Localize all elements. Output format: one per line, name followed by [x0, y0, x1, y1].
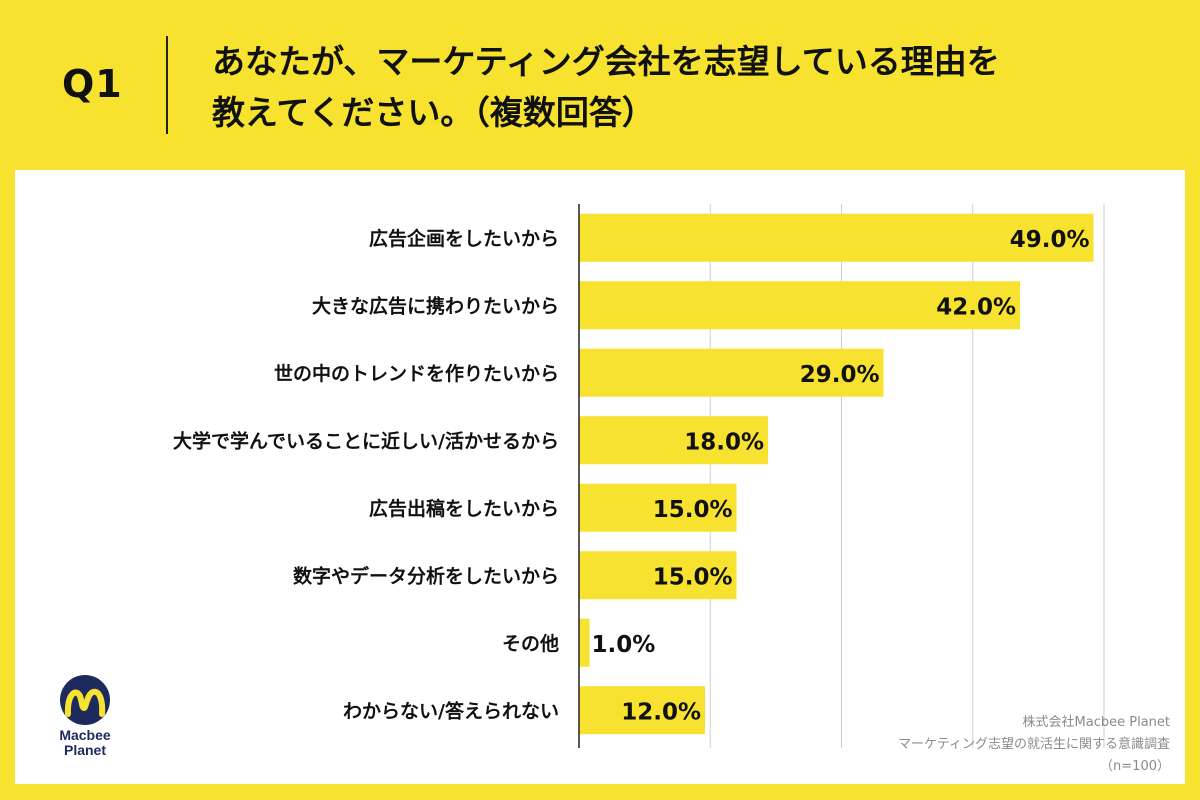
- bar-chart: 広告企画をしたいから 49.0% 大きな広告に携わりたいから 42.0% 世の中のトレン…: [173, 204, 1105, 748]
- data-label: 1.0%: [592, 632, 656, 658]
- category-label: 大きな広告に携わりたいから: [312, 294, 559, 317]
- macbee-planet-logo: Macbee Planet: [40, 672, 130, 772]
- source-survey: マーケティング志望の就活生に関する意識調査: [898, 737, 1170, 752]
- data-label: 15.0%: [653, 564, 733, 590]
- bar: [579, 348, 884, 397]
- category-label: 広告企画をしたいから: [369, 227, 559, 250]
- category-label: その他: [502, 632, 559, 655]
- logo-text-line2: Planet: [63, 742, 106, 758]
- bar: [579, 416, 768, 465]
- logo-text: Macbee Planet: [40, 728, 130, 758]
- bar: [579, 618, 590, 667]
- data-label: 15.0%: [653, 497, 733, 523]
- bar: [579, 281, 1020, 330]
- data-label: 49.0%: [1010, 227, 1090, 253]
- bar: [579, 483, 737, 532]
- data-label: 18.0%: [684, 429, 764, 455]
- category-label: わからない/答えられない: [343, 699, 559, 722]
- category-label: 数字やデータ分析をしたいから: [293, 564, 559, 587]
- category-label: 世の中のトレンドを作りたいから: [274, 362, 559, 385]
- header: Q1 あなたが、マーケティング会社を志望している理由を 教えてください。（複数回…: [0, 0, 1200, 168]
- bar: [579, 551, 737, 600]
- question-title-line1: あなたが、マーケティング会社を志望している理由を: [212, 42, 1000, 81]
- data-label: 42.0%: [936, 294, 1016, 320]
- question-number: Q1: [62, 62, 123, 106]
- source-note: 株式会社Macbee Planet マーケティング志望の就活生に関する意識調査 …: [898, 712, 1170, 778]
- bar: [579, 213, 1094, 262]
- source-sample: （n=100）: [1100, 759, 1170, 774]
- data-label: 12.0%: [621, 699, 701, 725]
- header-divider: [166, 36, 168, 134]
- logo-text-line1: Macbee: [59, 727, 111, 743]
- question-title: あなたが、マーケティング会社を志望している理由を 教えてください。（複数回答）: [212, 36, 1112, 138]
- bar: [579, 686, 705, 735]
- category-label: 広告出稿をしたいから: [369, 497, 559, 520]
- category-label: 大学で学んでいることに近しい/活かせるから: [173, 429, 559, 452]
- question-title-line2: 教えてください。（複数回答）: [212, 93, 655, 132]
- logo-mark-icon: [60, 675, 110, 725]
- data-label: 29.0%: [800, 362, 880, 388]
- chart-panel: 広告企画をしたいから 49.0% 大きな広告に携わりたいから 42.0% 世の中のトレン…: [15, 170, 1185, 784]
- source-company: 株式会社Macbee Planet: [1022, 715, 1170, 730]
